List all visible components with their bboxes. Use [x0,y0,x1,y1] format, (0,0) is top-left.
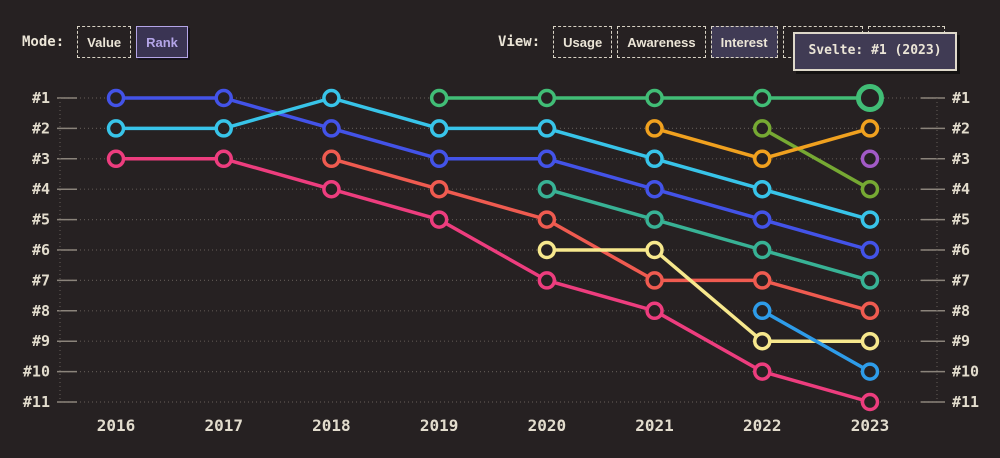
year-label: 2020 [528,416,567,435]
mode-label: Mode: [22,34,65,50]
series-line-azure [760,309,872,374]
data-point-svelte[interactable] [537,88,557,108]
data-point-cyan[interactable] [645,149,664,169]
data-point-cyan[interactable] [322,88,341,108]
mode-toggle-group: Mode: Value Rank [22,26,193,58]
mode-button-value[interactable]: Value [77,26,132,58]
data-point-orange[interactable] [645,119,664,138]
data-point-yellow[interactable] [753,331,772,351]
rank-label-left: #8 [32,302,50,320]
series-line-teal [545,187,872,283]
data-point-teal[interactable] [753,240,772,260]
data-point-blue[interactable] [753,210,772,229]
year-label: 2022 [743,416,782,435]
data-point-blue[interactable] [860,240,880,260]
rank-label-right: #8 [952,302,970,320]
data-point-pink[interactable] [860,392,880,412]
year-label: 2016 [97,416,136,435]
data-point-coral[interactable] [753,271,772,290]
data-point-pink[interactable] [429,210,449,229]
series-line-olive [760,126,872,191]
rank-label-right: #2 [952,119,970,137]
data-point-svelte[interactable] [645,88,664,108]
data-point-olive[interactable] [860,179,880,199]
view-button-awareness[interactable]: Awareness [617,26,706,58]
data-point-olive[interactable] [753,119,772,138]
data-point-orange[interactable] [860,119,880,138]
mode-button-rank[interactable]: Rank [136,26,188,58]
data-point-blue[interactable] [214,88,233,108]
year-label: 2021 [635,416,674,435]
data-point-pink[interactable] [214,149,233,169]
rank-label-right: #9 [952,332,970,350]
data-point-cyan[interactable] [106,119,126,138]
data-point-coral[interactable] [429,179,449,199]
rank-label-right: #7 [952,271,970,289]
rank-label-left: #3 [32,150,50,168]
year-label: 2017 [204,416,243,435]
data-point-cyan[interactable] [537,119,557,138]
rank-label-right: #4 [952,180,970,198]
data-point-pink[interactable] [106,149,126,169]
year-label: 2023 [851,416,890,435]
data-point-blue[interactable] [106,88,126,108]
data-point-pink[interactable] [322,179,341,199]
series-line-pink [114,157,872,404]
data-point-cyan[interactable] [860,210,880,229]
rank-label-left: #7 [32,271,50,289]
rank-label-right: #1 [952,89,970,107]
data-point-blue[interactable] [322,119,341,138]
data-point-purple[interactable] [860,149,880,169]
rank-label-left: #10 [23,363,50,381]
rank-label-left: #5 [32,211,50,229]
data-point-coral[interactable] [645,271,664,290]
data-point-blue[interactable] [429,149,449,169]
data-point-pink[interactable] [753,362,772,381]
rank-label-left: #1 [32,89,50,107]
view-button-usage[interactable]: Usage [553,26,613,58]
rank-label-left: #11 [23,393,50,411]
series-line-cyan [114,96,872,222]
data-point-orange[interactable] [753,149,772,169]
data-point-blue[interactable] [537,149,557,169]
data-point-teal[interactable] [860,271,880,290]
rank-label-left: #2 [32,119,50,137]
data-point-coral[interactable] [322,149,341,169]
data-point-svelte[interactable] [429,88,449,108]
year-label: 2019 [420,416,459,435]
rank-label-left: #9 [32,332,50,350]
rank-label-right: #10 [952,363,979,381]
year-label: 2018 [312,416,351,435]
data-point-cyan[interactable] [753,179,772,199]
data-point-teal[interactable] [645,210,664,229]
chart-tooltip: Svelte: #1 (2023) [793,32,957,71]
data-point-yellow[interactable] [537,240,557,260]
data-point-svelte[interactable] [753,88,772,108]
data-point-pink[interactable] [645,301,664,321]
data-point-cyan[interactable] [214,119,233,138]
data-point-yellow[interactable] [645,240,664,260]
data-point-yellow[interactable] [860,331,880,351]
data-point-highlighted-svelte[interactable] [855,84,884,112]
rank-label-left: #4 [32,180,50,198]
rank-label-left: #6 [32,241,50,259]
series-line-blue [114,96,872,252]
data-point-cyan[interactable] [429,119,449,138]
rank-label-right: #3 [952,150,970,168]
data-point-azure[interactable] [860,362,880,381]
rank-label-right: #11 [952,393,979,411]
data-point-teal[interactable] [537,179,557,199]
data-point-blue[interactable] [645,179,664,199]
data-point-azure[interactable] [753,301,772,321]
data-point-pink[interactable] [537,271,557,290]
view-button-interest[interactable]: Interest [710,26,778,58]
rank-label-right: #6 [952,241,970,259]
view-label: View: [498,34,541,50]
rank-label-right: #5 [952,211,970,229]
data-point-coral[interactable] [860,301,880,321]
series-line-coral [329,157,872,313]
data-point-coral[interactable] [537,210,557,229]
